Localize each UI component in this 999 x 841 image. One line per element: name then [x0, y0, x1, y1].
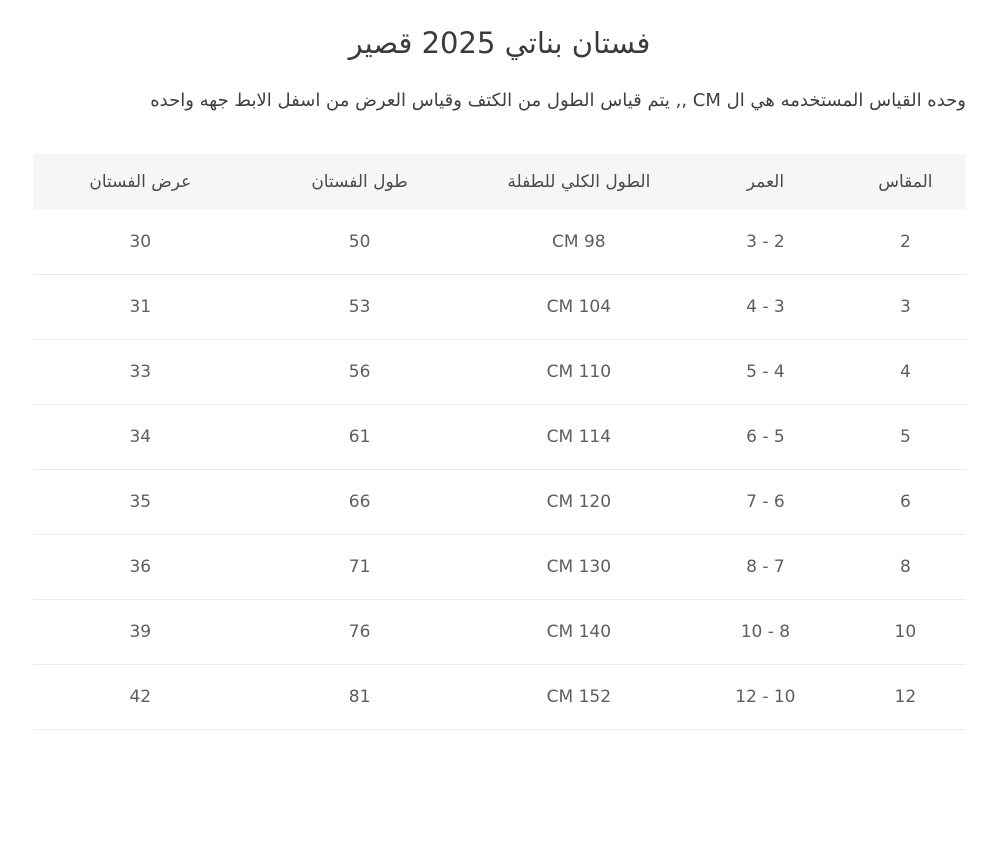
table-cell: 34	[33, 404, 248, 471]
table-cell: CM 152	[471, 664, 687, 731]
table-cell: 6	[844, 469, 966, 536]
table-cell: 30	[33, 209, 248, 276]
table-cell: 6 - 5	[686, 404, 845, 471]
table-cell: 50	[247, 209, 472, 276]
table-cell: 53	[247, 274, 472, 341]
table-cell: CM 98	[471, 209, 687, 276]
table-cell: 66	[247, 469, 472, 536]
table-cell: 36	[33, 534, 248, 601]
table-cell: 39	[33, 599, 248, 666]
table-cell: 10 - 8	[686, 599, 845, 666]
table-cell: 61	[247, 404, 472, 471]
table-cell: CM 130	[471, 534, 687, 601]
table-cell: 12	[844, 664, 966, 731]
table-row: 12 12 - 10 CM 152 81 42	[33, 664, 966, 731]
table-cell: 8	[844, 534, 966, 601]
table-cell: 10	[844, 599, 966, 666]
table-cell: 33	[33, 339, 248, 406]
table-cell: 4	[844, 339, 966, 406]
size-table: المقاس العمر الطول الكلي للطفلة طول الفس…	[33, 153, 966, 731]
column-header-size: المقاس	[844, 153, 966, 210]
table-cell: 7 - 6	[686, 469, 845, 536]
table-cell: 76	[247, 599, 472, 666]
column-header-child-total-height: الطول الكلي للطفلة	[471, 153, 687, 210]
table-cell: 12 - 10	[686, 664, 845, 731]
table-cell: 81	[247, 664, 472, 731]
table-cell: 3	[844, 274, 966, 341]
column-header-age: العمر	[686, 153, 845, 210]
table-cell: 35	[33, 469, 248, 536]
table-row: 10 10 - 8 CM 140 76 39	[33, 599, 966, 666]
table-cell: 31	[33, 274, 248, 341]
table-cell: 4 - 3	[686, 274, 845, 341]
table-cell: 5 - 4	[686, 339, 845, 406]
table-cell: CM 110	[471, 339, 687, 406]
page-title: فستان بناتي 2025 قصير	[348, 26, 651, 60]
table-cell: 56	[247, 339, 472, 406]
size-guide-page: فستان بناتي 2025 قصير وحده القياس المستخ…	[0, 24, 999, 731]
table-cell: CM 104	[471, 274, 687, 341]
table-cell: 5	[844, 404, 966, 471]
size-guide-description: وحده القياس المستخدمه هي ال CM ,, يتم قي…	[150, 90, 966, 112]
column-header-dress-width: عرض الفستان	[33, 153, 248, 210]
table-header-row: المقاس العمر الطول الكلي للطفلة طول الفس…	[33, 153, 966, 210]
table-cell: CM 140	[471, 599, 687, 666]
table-cell: CM 120	[471, 469, 687, 536]
table-cell: CM 114	[471, 404, 687, 471]
table-cell: 2	[844, 209, 966, 276]
column-header-dress-length: طول الفستان	[247, 153, 472, 210]
table-cell: 42	[33, 664, 248, 731]
table-cell: 3 - 2	[686, 209, 845, 276]
table-cell: 71	[247, 534, 472, 601]
table-cell: 8 - 7	[686, 534, 845, 601]
